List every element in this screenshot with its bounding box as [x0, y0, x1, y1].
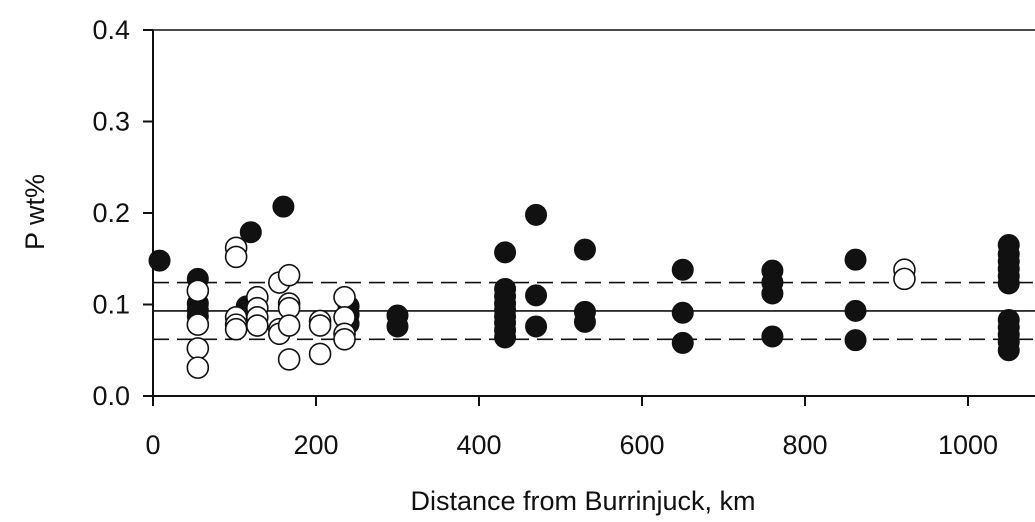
x-axis-title: Distance from Burrinjuck, km [410, 486, 755, 516]
filled-point-13 [386, 315, 409, 338]
filled-point-37 [844, 299, 867, 322]
filled-point-49 [997, 339, 1020, 362]
x-tick-label-1: 200 [293, 430, 338, 460]
open-point-27 [333, 327, 356, 351]
open-point-8 [224, 317, 248, 341]
filled-point-29 [671, 258, 694, 281]
y-tick-label-0: 0.0 [92, 381, 130, 411]
filled-point-0 [148, 249, 171, 272]
x-tick-label-2: 400 [456, 430, 501, 460]
filled-point-34 [761, 282, 784, 305]
filled-point-44 [997, 272, 1020, 295]
filled-point-36 [844, 248, 867, 271]
open-point-24 [333, 285, 356, 309]
x-tick-label-0: 0 [145, 430, 160, 460]
open-point-0 [186, 279, 210, 303]
y-tick-label-3: 0.3 [92, 107, 130, 137]
open-point-5 [224, 245, 248, 269]
data-points [148, 195, 1020, 379]
y-tick-label-1: 0.1 [92, 290, 130, 320]
filled-point-35 [761, 325, 784, 348]
filled-point-25 [525, 315, 548, 338]
open-point-16 [277, 263, 301, 287]
filled-point-26 [573, 238, 596, 261]
filled-point-24 [525, 284, 548, 307]
open-point-12 [246, 314, 269, 337]
filled-point-31 [671, 331, 694, 354]
y-tick-label-2: 0.2 [92, 198, 130, 228]
filled-point-23 [525, 203, 548, 226]
y-tick-label-4: 0.4 [92, 15, 130, 45]
tick-labels: 0 200 400 600 800 1000 0.0 0.1 0.2 0.3 0.4 [92, 15, 998, 460]
filled-point-6 [239, 221, 262, 244]
filled-point-22 [494, 326, 517, 349]
open-point-19 [277, 314, 301, 337]
open-point-1 [186, 313, 210, 336]
y-axis-title: P wt% [20, 174, 50, 250]
open-point-20 [277, 348, 301, 371]
tick-marks [143, 29, 969, 406]
filled-point-14 [494, 241, 517, 264]
x-tick-label-4: 800 [782, 430, 827, 460]
x-tick-label-3: 600 [619, 430, 664, 460]
filled-point-38 [844, 329, 867, 352]
open-point-22 [308, 314, 332, 337]
open-point-29 [893, 267, 916, 291]
open-point-2 [186, 337, 210, 360]
filled-point-8 [272, 195, 295, 218]
open-point-3 [186, 356, 210, 379]
open-point-23 [308, 342, 332, 366]
x-tick-label-5: 1000 [938, 430, 998, 460]
filled-point-30 [671, 301, 694, 324]
filled-point-28 [573, 310, 596, 333]
